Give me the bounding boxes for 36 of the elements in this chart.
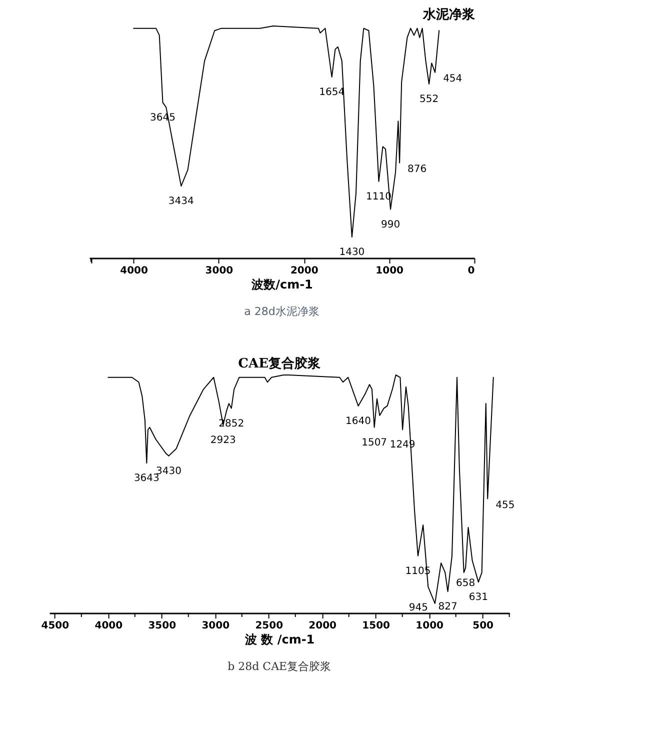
annotation: 658 [456,578,476,589]
chart-title: 水泥净浆 [422,8,475,22]
x-tick-label: 1000 [376,266,404,276]
x-tick-label: 4000 [120,266,148,276]
x-tick-label: 3000 [202,620,230,632]
text: b 28d CAE复合胶浆 [228,660,332,673]
annotation: 945 [408,602,428,614]
x-tick-label: 2500 [255,620,284,632]
chart-title: CAE复合胶浆 [238,356,320,372]
x-tick-label: 3000 [205,266,234,276]
x-tick-label: 500 [472,620,494,632]
annotation: 1640 [346,416,371,427]
x-tick-label: 4000 [94,620,123,632]
x-tick-label: 3500 [148,620,176,632]
x-tick-label: 2000 [308,620,337,632]
text: a 28d水泥净浆 [244,305,320,318]
x-axis-title: 波 数 /cm-1 [244,632,315,646]
x-tick-label: 1500 [362,620,390,632]
x-tick-label: 4500 [41,620,70,632]
x-tick-label: 1000 [416,620,444,632]
annotation: 631 [468,592,488,604]
annotation: 3643 [134,473,160,484]
annotation: 2923 [210,434,236,446]
annotation: 1507 [362,437,388,448]
annotation: 2852 [218,418,244,430]
x-tick-label: 2000 [290,266,318,276]
annotation: 3434 [168,196,194,208]
annotation: 876 [408,164,427,175]
annotation: 827 [438,602,458,613]
annotation: 455 [496,500,515,511]
annotation: 1430 [339,247,365,258]
annotation: 552 [419,94,439,105]
x-axis-title: 波数/cm-1 [250,278,313,292]
x-tick-label: 0 [468,266,475,276]
annotation: 990 [380,219,400,230]
annotation: 454 [443,73,462,84]
